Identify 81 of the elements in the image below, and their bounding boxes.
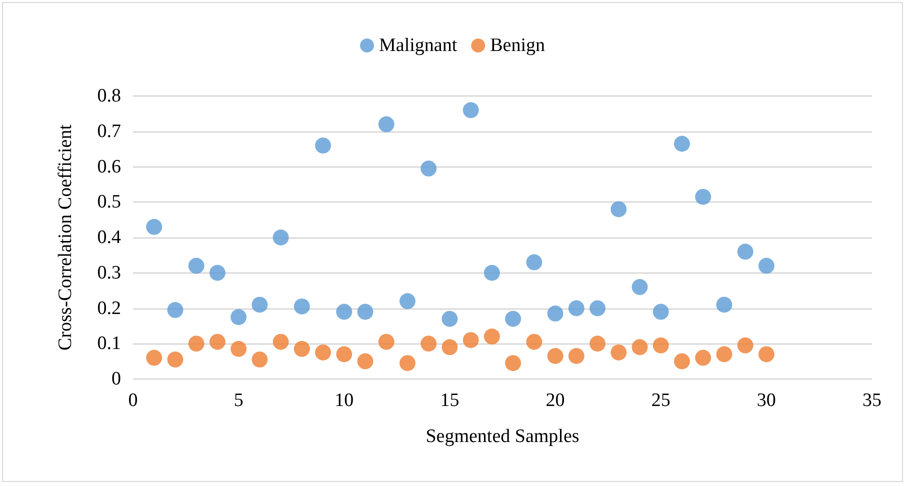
point (252, 352, 268, 368)
point (400, 293, 416, 310)
x-axis-title: Segmented Samples (426, 426, 580, 447)
point (462, 332, 479, 348)
x-tick-label: 15 (440, 390, 460, 411)
point (652, 337, 669, 354)
point (336, 346, 352, 362)
point (590, 300, 606, 316)
x-tick-label: 20 (546, 390, 565, 411)
y-tick-label: 0.1 (97, 333, 121, 354)
point (188, 258, 204, 274)
point (294, 340, 310, 357)
y-tick-label: 0.3 (97, 262, 121, 284)
y-axis-title: Cross-Correlation Coefficient (55, 124, 76, 351)
point (505, 355, 522, 372)
point (209, 264, 226, 281)
point (716, 346, 732, 362)
point (400, 355, 416, 372)
point (652, 304, 669, 320)
point (357, 353, 374, 370)
point (336, 304, 352, 320)
point (294, 298, 310, 314)
y-tick-label: 0 (112, 368, 121, 390)
x-tick-label: 10 (334, 390, 354, 411)
point (378, 334, 394, 350)
point (632, 339, 648, 356)
point (547, 348, 564, 364)
point (188, 336, 204, 352)
y-tick-label: 0.4 (97, 227, 122, 248)
point (146, 350, 162, 366)
point (632, 279, 648, 296)
y-tick-label: 0.5 (97, 192, 121, 213)
point (357, 304, 374, 320)
point (484, 328, 500, 345)
point (146, 218, 162, 235)
point (442, 310, 458, 327)
point (315, 138, 332, 154)
x-tick-label: 5 (234, 390, 244, 411)
point (716, 296, 732, 313)
point (272, 334, 289, 350)
point (610, 344, 627, 360)
point (737, 337, 754, 354)
legend-label: Malignant (379, 35, 458, 56)
point (167, 352, 184, 368)
point (526, 254, 542, 270)
y-tick-label: 0.2 (97, 298, 121, 319)
point (610, 201, 627, 218)
point (674, 136, 690, 152)
point (737, 244, 754, 260)
x-tick-label: 0 (128, 390, 138, 411)
point (315, 344, 332, 360)
y-tick-label: 0.7 (97, 120, 121, 142)
y-tick-label: 0.8 (97, 86, 121, 106)
point (252, 296, 268, 313)
point (547, 306, 564, 322)
point (484, 264, 500, 281)
point (230, 309, 247, 326)
point (209, 334, 226, 350)
point (230, 340, 247, 357)
point (695, 350, 712, 366)
point (462, 102, 479, 118)
point (167, 302, 184, 318)
point (758, 346, 774, 362)
x-tick-label: 30 (756, 390, 776, 411)
point (758, 258, 774, 274)
point (505, 310, 522, 327)
point (420, 336, 437, 352)
point (378, 116, 394, 132)
point (526, 334, 542, 350)
y-tick-label: 0.6 (97, 156, 121, 178)
x-tick-label: 25 (651, 390, 670, 411)
point (442, 339, 458, 356)
x-tick-label: 35 (862, 390, 882, 411)
point (568, 300, 584, 316)
point (272, 230, 289, 246)
legend-label: Benign (490, 35, 546, 56)
point (695, 188, 712, 205)
point (568, 348, 584, 364)
point (590, 336, 606, 352)
point (420, 160, 437, 177)
point (674, 353, 690, 370)
